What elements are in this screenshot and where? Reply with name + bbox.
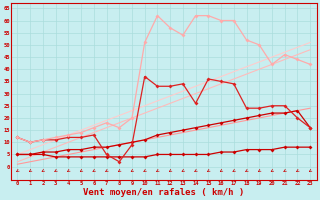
X-axis label: Vent moyen/en rafales ( km/h ): Vent moyen/en rafales ( km/h ) <box>83 188 244 197</box>
